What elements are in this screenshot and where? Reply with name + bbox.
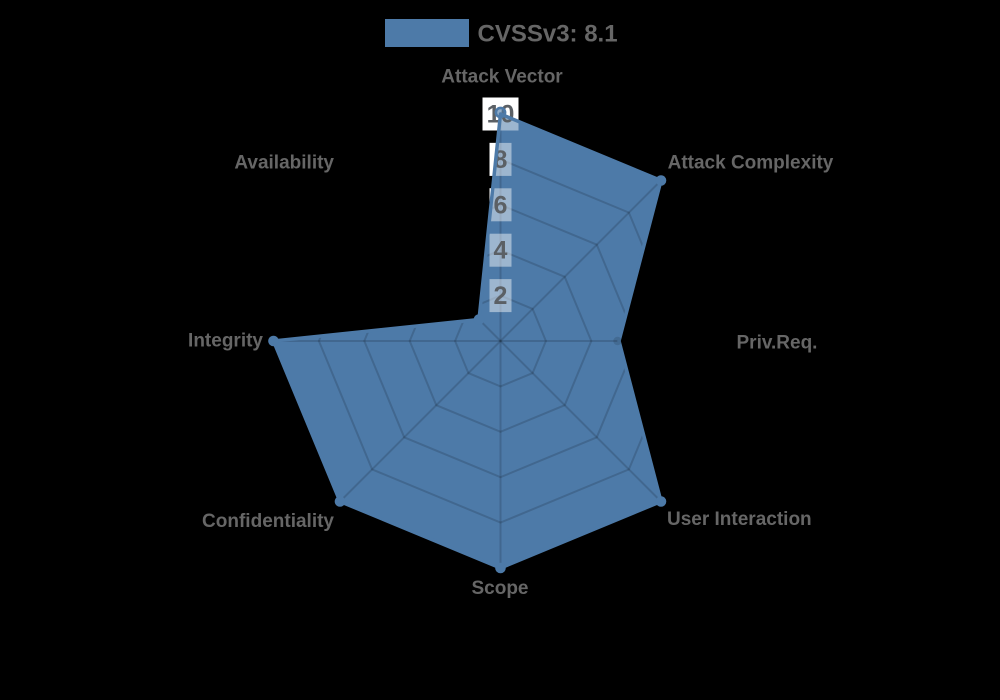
svg-text:6: 6: [494, 191, 508, 219]
svg-text:2: 2: [494, 282, 508, 310]
svg-text:User Interaction: User Interaction: [667, 509, 812, 530]
svg-text:4: 4: [494, 237, 508, 265]
svg-text:CVSSv3: 8.1: CVSSv3: 8.1: [478, 21, 618, 48]
svg-text:Confidentiality: Confidentiality: [202, 511, 334, 532]
svg-text:Integrity: Integrity: [188, 331, 263, 352]
svg-text:Attack Complexity: Attack Complexity: [668, 153, 834, 174]
svg-text:Attack Vector: Attack Vector: [441, 67, 563, 88]
svg-text:Scope: Scope: [471, 578, 528, 599]
svg-text:Priv.Req.: Priv.Req.: [737, 333, 818, 354]
svg-text:Availability: Availability: [234, 153, 334, 174]
